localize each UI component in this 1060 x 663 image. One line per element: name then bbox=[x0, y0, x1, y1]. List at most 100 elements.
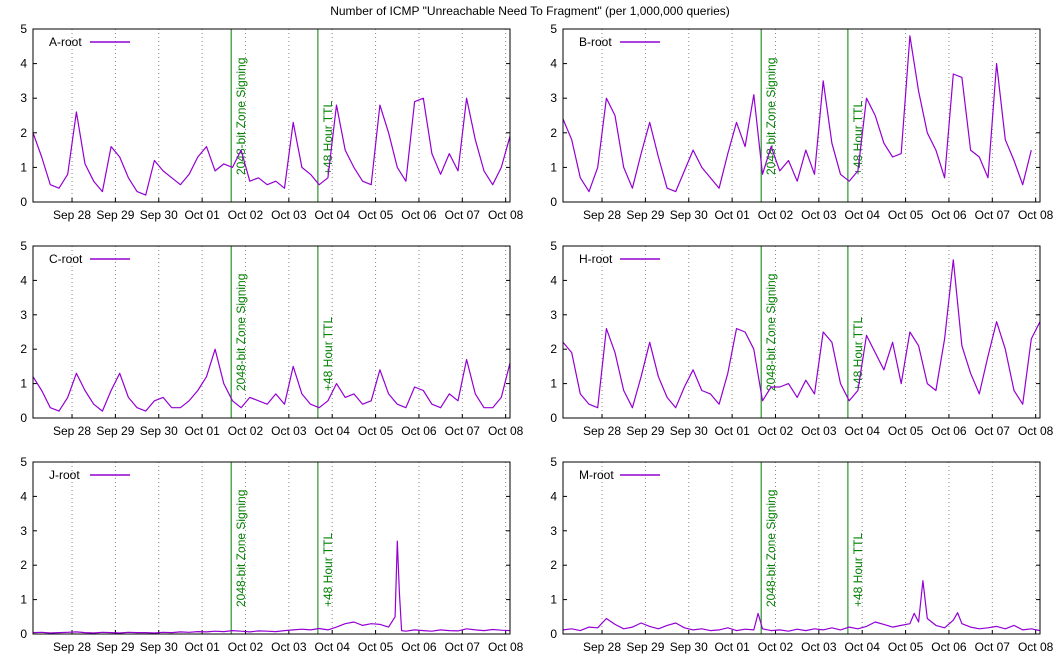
plot-frame bbox=[562, 461, 1041, 635]
y-tick-label: 1 bbox=[550, 377, 557, 391]
x-tick-label: Oct 03 bbox=[271, 424, 307, 438]
x-tick-label: Sep 30 bbox=[670, 424, 708, 438]
x-tick-label: Oct 03 bbox=[801, 424, 837, 438]
x-tick-label: Oct 02 bbox=[758, 424, 794, 438]
x-tick-label: Oct 07 bbox=[445, 424, 481, 438]
y-tick-label: 0 bbox=[550, 627, 557, 641]
x-tick-label: Sep 29 bbox=[626, 424, 664, 438]
x-tick-label: Oct 08 bbox=[488, 640, 524, 654]
y-tick-label: 3 bbox=[20, 308, 27, 322]
x-tick-label: Sep 30 bbox=[670, 640, 708, 654]
x-tick-label: Oct 06 bbox=[931, 208, 967, 222]
x-tick-label: Sep 28 bbox=[583, 424, 621, 438]
x-tick-label: Sep 29 bbox=[626, 208, 664, 222]
x-tick-label: Oct 01 bbox=[714, 208, 750, 222]
legend-label: H-root bbox=[579, 252, 613, 266]
plot-frame bbox=[32, 245, 511, 419]
x-tick-label: Oct 01 bbox=[184, 640, 220, 654]
y-tick-label: 0 bbox=[550, 195, 557, 209]
x-tick-label: Oct 06 bbox=[401, 424, 437, 438]
y-tick-label: 2 bbox=[550, 342, 557, 356]
legend-label: M-root bbox=[579, 468, 614, 482]
x-tick-label: Sep 29 bbox=[96, 424, 134, 438]
y-tick-label: 2 bbox=[20, 126, 27, 140]
x-tick-label: Oct 01 bbox=[184, 208, 220, 222]
y-tick-label: 5 bbox=[20, 22, 27, 36]
x-tick-label: Oct 07 bbox=[445, 208, 481, 222]
x-tick-label: Oct 04 bbox=[315, 424, 351, 438]
x-tick-label: Sep 30 bbox=[670, 208, 708, 222]
y-tick-label: 2 bbox=[550, 126, 557, 140]
legend-label: A-root bbox=[49, 35, 82, 49]
y-tick-label: 2 bbox=[550, 558, 557, 572]
y-tick-label: 3 bbox=[20, 91, 27, 105]
event-label: +48 Hour TTL bbox=[851, 101, 865, 175]
y-tick-label: 3 bbox=[20, 524, 27, 538]
y-tick-label: 5 bbox=[550, 455, 557, 469]
x-tick-label: Oct 07 bbox=[975, 424, 1011, 438]
x-tick-label: Sep 30 bbox=[140, 424, 178, 438]
event-label: 2048-bit Zone Signing bbox=[764, 58, 778, 175]
x-tick-label: Oct 08 bbox=[1018, 640, 1054, 654]
series-line-j-root bbox=[32, 540, 511, 634]
x-tick-label: Sep 30 bbox=[140, 640, 178, 654]
series-line-c-root bbox=[32, 348, 511, 412]
plot-frame bbox=[32, 28, 511, 203]
event-label: +48 Hour TTL bbox=[321, 317, 335, 391]
x-tick-label: Oct 04 bbox=[315, 640, 351, 654]
y-tick-label: 0 bbox=[20, 195, 27, 209]
x-tick-label: Oct 08 bbox=[1018, 424, 1054, 438]
series-line-b-root bbox=[562, 35, 1032, 193]
chart-title: Number of ICMP "Unreachable Need To Frag… bbox=[330, 4, 730, 18]
x-tick-label: Oct 02 bbox=[758, 640, 794, 654]
plot-frame bbox=[562, 28, 1041, 203]
event-label: +48 Hour TTL bbox=[851, 533, 865, 607]
y-tick-label: 1 bbox=[550, 160, 557, 174]
y-tick-label: 2 bbox=[20, 342, 27, 356]
x-tick-label: Oct 04 bbox=[845, 424, 881, 438]
event-label: +48 Hour TTL bbox=[851, 317, 865, 391]
y-tick-label: 4 bbox=[20, 489, 27, 503]
legend-label: J-root bbox=[49, 468, 80, 482]
y-tick-label: 0 bbox=[20, 627, 27, 641]
y-tick-label: 5 bbox=[550, 22, 557, 36]
event-label: 2048-bit Zone Signing bbox=[764, 490, 778, 607]
x-tick-label: Oct 06 bbox=[931, 640, 967, 654]
y-tick-label: 4 bbox=[20, 57, 27, 71]
series-line-h-root bbox=[562, 259, 1041, 409]
x-tick-label: Oct 07 bbox=[445, 640, 481, 654]
legend-label: C-root bbox=[49, 252, 83, 266]
y-tick-label: 0 bbox=[550, 411, 557, 425]
series-line-a-root bbox=[32, 97, 511, 196]
y-tick-label: 5 bbox=[20, 455, 27, 469]
x-tick-label: Oct 05 bbox=[888, 424, 924, 438]
x-tick-label: Oct 01 bbox=[714, 424, 750, 438]
x-tick-label: Oct 02 bbox=[228, 424, 264, 438]
x-tick-label: Oct 07 bbox=[975, 640, 1011, 654]
x-tick-label: Oct 08 bbox=[1018, 208, 1054, 222]
x-tick-label: Oct 06 bbox=[401, 208, 437, 222]
x-tick-label: Oct 05 bbox=[358, 208, 394, 222]
panel-a-root: Sep 28 Sep 29 Sep 30 Oct 01 Oct 02 Oct 03 Oct … bbox=[20, 22, 523, 222]
x-tick-label: Sep 30 bbox=[140, 208, 178, 222]
x-tick-label: Sep 29 bbox=[96, 208, 134, 222]
x-tick-label: Oct 06 bbox=[401, 640, 437, 654]
x-tick-label: Oct 02 bbox=[228, 640, 264, 654]
x-tick-label: Oct 06 bbox=[931, 424, 967, 438]
y-tick-label: 2 bbox=[20, 558, 27, 572]
y-tick-label: 4 bbox=[20, 273, 27, 287]
x-tick-label: Sep 28 bbox=[53, 424, 91, 438]
panel-m-root: Sep 28 Sep 29 Sep 30 Oct 01 Oct 02 Oct 03 Oct … bbox=[550, 455, 1053, 654]
x-tick-label: Sep 29 bbox=[626, 640, 664, 654]
plot-frame bbox=[32, 461, 511, 635]
x-tick-label: Oct 05 bbox=[888, 208, 924, 222]
y-tick-label: 1 bbox=[20, 160, 27, 174]
y-tick-label: 0 bbox=[20, 411, 27, 425]
x-tick-label: Oct 03 bbox=[801, 640, 837, 654]
event-label: +48 Hour TTL bbox=[321, 101, 335, 175]
x-tick-label: Oct 08 bbox=[488, 208, 524, 222]
y-tick-label: 1 bbox=[20, 377, 27, 391]
x-tick-label: Oct 03 bbox=[271, 208, 307, 222]
x-tick-label: Oct 05 bbox=[358, 424, 394, 438]
